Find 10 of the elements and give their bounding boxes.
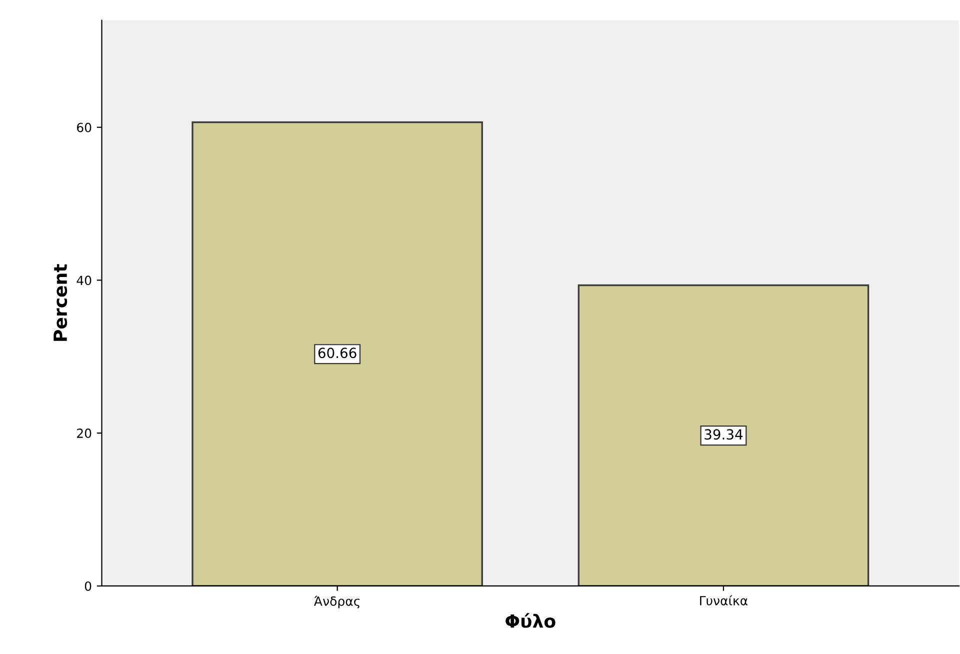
x-axis-title: Φύλο [506, 613, 556, 628]
y-tick-label: 0 [84, 581, 92, 591]
y-tick-label: 40 [76, 276, 92, 286]
data-label: 39.34 [704, 429, 743, 440]
x-tick-label: Άνδρας [314, 596, 360, 608]
y-tick-label: 60 [77, 122, 92, 132]
x-tick-label: Γυναίκα [700, 595, 748, 606]
y-tick-label: 20 [77, 428, 92, 438]
data-label: 60.66 [318, 348, 356, 358]
y-axis-title: Percent [54, 264, 68, 341]
